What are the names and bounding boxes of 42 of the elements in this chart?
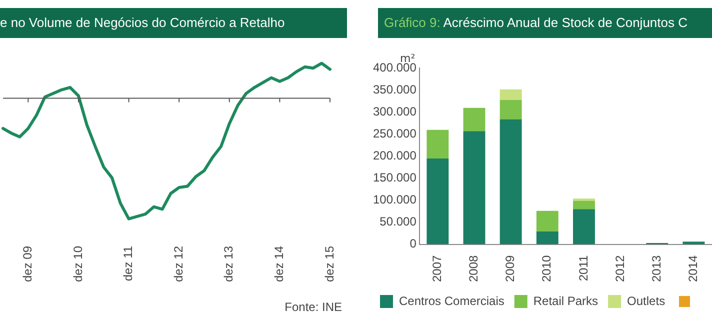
- bar: [426, 130, 449, 158]
- chart-title: Gráfico 9: Acréscimo Anual de Stock de Conjuntos C: [378, 8, 712, 38]
- x-tick-label: dez 09: [20, 246, 34, 282]
- bar: [573, 200, 595, 210]
- bar: [500, 100, 522, 120]
- x-tick-label: dez 12: [171, 246, 186, 282]
- chart-title: e no Volume de Negócios do Comércio a Retalho: [0, 8, 347, 38]
- x-tick-label: 2010: [540, 254, 554, 282]
- x-tick-label: 2012: [612, 254, 627, 282]
- x-tick-label: dez 10: [70, 246, 85, 282]
- bar: [426, 158, 449, 244]
- x-tick-label: 2008: [466, 254, 481, 282]
- y-tick-label: 50.000: [380, 214, 417, 229]
- source-note: Fonte: INE: [284, 300, 342, 314]
- bar: [500, 119, 522, 244]
- y-tick-label: 350.000: [372, 82, 417, 97]
- y-tick-label: 400.000: [372, 60, 417, 75]
- bar: [463, 108, 486, 132]
- y-tick-label: 0: [410, 236, 417, 251]
- x-tick-label: dez 13: [222, 246, 236, 282]
- x-tick-label: 2014: [686, 254, 700, 282]
- x-tick-label: 2013: [649, 254, 664, 282]
- bar: [536, 232, 558, 244]
- legend-label: Retail Parks: [533, 294, 598, 308]
- bar: [500, 89, 522, 100]
- x-tick-label: 2007: [430, 254, 444, 282]
- y-tick-label: 100.000: [372, 192, 417, 207]
- y-tick-label: 150.000: [372, 170, 417, 185]
- y-tick-label: 250.000: [372, 126, 417, 141]
- x-tick-label: 2009: [503, 254, 518, 282]
- x-tick-label: dez 11: [121, 246, 136, 282]
- x-tick-label: dez 15: [322, 246, 336, 282]
- bar: [573, 209, 595, 244]
- legend-label: Centros Comerciais: [399, 294, 504, 308]
- bar: [536, 210, 558, 232]
- y-tick-label: 300.000: [372, 104, 417, 119]
- x-tick-label: 2011: [576, 254, 590, 282]
- bar: [682, 242, 705, 244]
- legend-label: Outlets: [627, 294, 666, 308]
- y-tick-label: 200.000: [372, 148, 417, 163]
- x-tick-label: dez 14: [272, 246, 286, 282]
- bar: [463, 131, 486, 244]
